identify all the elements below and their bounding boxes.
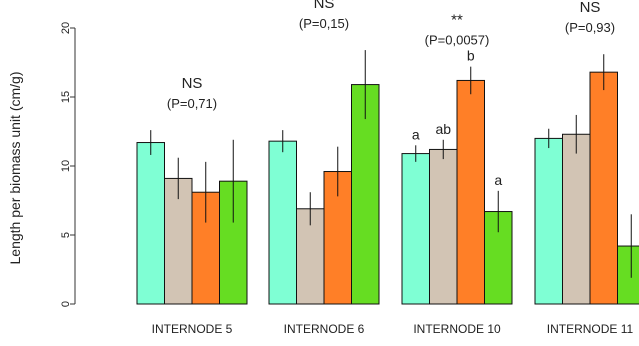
- bar: [617, 245, 639, 305]
- significance-letter: ab: [435, 121, 451, 137]
- bar: [534, 137, 563, 305]
- bar: [589, 71, 618, 305]
- category-label: INTERNODE 5: [152, 322, 233, 336]
- bar-group: INTERNODE 5 (P=0,71) NS: [136, 75, 248, 336]
- p-value-label: (P=0,71): [167, 96, 217, 111]
- significance-letter: a: [494, 172, 502, 188]
- significance-label: **: [451, 12, 463, 29]
- y-tick-label: 5: [60, 232, 72, 238]
- bar-group: INTERNODE 6 (P=0,15) NS: [268, 0, 380, 336]
- bar: [429, 148, 458, 305]
- y-axis-title: Length per biomass unit (cm/g): [7, 72, 23, 265]
- bar: [164, 177, 193, 305]
- significance-letter: b: [467, 48, 475, 64]
- significance-label: NS: [314, 0, 335, 12]
- category-label: INTERNODE 6: [284, 322, 365, 336]
- significance-letter: a: [412, 126, 420, 142]
- y-tick-label: 0: [60, 301, 72, 307]
- y-tick-label: 10: [60, 160, 72, 172]
- y-tick-label: 15: [60, 91, 72, 103]
- bar-group: INTERNODE 11 (P=0,93) NS: [534, 0, 639, 336]
- bar: [401, 153, 430, 305]
- bar-groups: INTERNODE 5 (P=0,71) NS INTERNODE 6 (P=0,15)…: [136, 0, 639, 336]
- p-value-label: (P=0,15): [299, 16, 349, 31]
- category-label: INTERNODE 11: [547, 322, 634, 336]
- bar: [136, 142, 165, 305]
- bar: [562, 133, 591, 305]
- y-axis: 0 5 10 15 20: [60, 22, 76, 307]
- bar: [268, 140, 297, 305]
- significance-label: NS: [182, 75, 203, 92]
- category-label: INTERNODE 10: [413, 322, 501, 336]
- significance-label: NS: [580, 0, 601, 16]
- p-value-label: (P=0,0057): [425, 33, 490, 48]
- bar: [456, 79, 485, 305]
- bar: [351, 84, 380, 305]
- p-value-label: (P=0,93): [565, 20, 615, 35]
- y-tick-label: 20: [60, 22, 72, 34]
